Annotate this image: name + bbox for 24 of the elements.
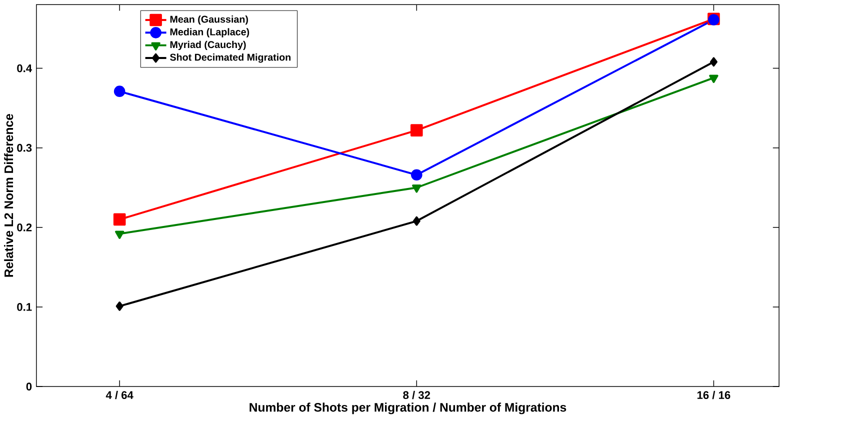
x-axis-title: Number of Shots per Migration / Number of Migrations [250, 402, 566, 414]
x-tick-label: 16 / 16 [697, 390, 730, 400]
y-axis-title: Relative L2 Norm Difference [4, 114, 14, 277]
legend-label: Shot Decimated Migration [170, 53, 290, 63]
point [410, 169, 422, 181]
y-tick-label: 0.4 [17, 64, 32, 72]
point [113, 213, 126, 226]
x-tick-label: 8 / 32 [403, 390, 430, 400]
y-tick-label: 0.1 [17, 303, 32, 311]
y-tick-label: 0.2 [17, 223, 32, 232]
point [410, 124, 423, 136]
point [412, 216, 420, 226]
point [114, 230, 124, 239]
legend-label: Myriad (Cauchy) [170, 40, 246, 50]
point [412, 184, 422, 193]
y-tick-label: 0 [26, 382, 32, 390]
point [709, 74, 718, 83]
x-tick-label: 4 / 64 [106, 390, 134, 400]
point [710, 57, 718, 67]
point [116, 301, 124, 311]
legend-label: Median (Laplace) [170, 28, 250, 38]
legend-label: Mean (Gaussian) [170, 15, 248, 25]
y-tick-label: 0.3 [17, 144, 32, 152]
point [114, 86, 126, 97]
